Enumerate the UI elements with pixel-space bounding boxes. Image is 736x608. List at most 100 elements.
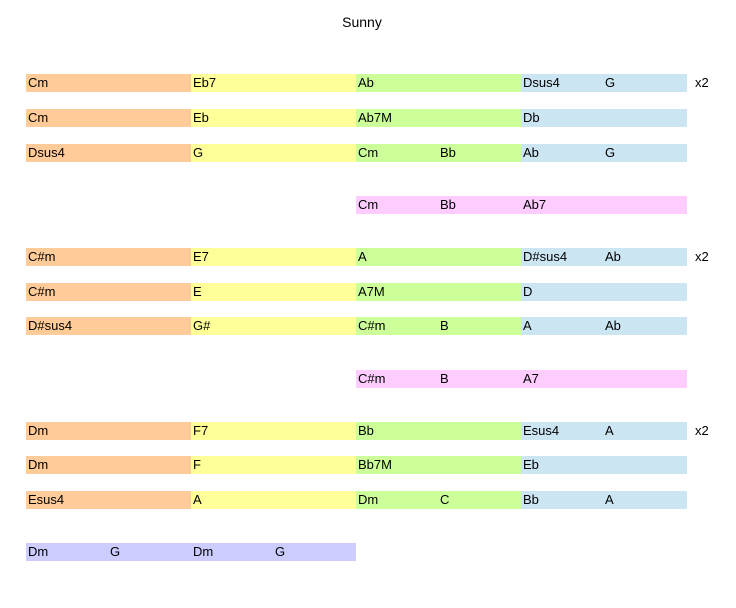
chord: Bb [440, 197, 456, 212]
bar-cell: A [191, 491, 356, 509]
bar-cell: Cm [26, 109, 191, 127]
chord: Dm [28, 544, 49, 559]
chord: G# [193, 318, 211, 333]
bar-cell: Esus4 A [521, 422, 687, 440]
chord: Bb [358, 423, 374, 438]
chord: F [193, 457, 201, 472]
chord: B [440, 371, 449, 386]
bar-cell: A7M [356, 283, 521, 301]
bar-cell: Dm [26, 422, 191, 440]
chord: D#sus4 [28, 318, 73, 333]
bar-cell: F [191, 456, 356, 474]
chord: Eb [523, 457, 539, 472]
bar-cell: Eb [191, 109, 356, 127]
bar-cell: E7 [191, 248, 356, 266]
chord-row: D#sus4 G# C#m B A Ab [26, 317, 687, 335]
bar-cell: C#m [26, 283, 191, 301]
bar-cell: Dm C [356, 491, 521, 509]
chord: C#m [358, 318, 386, 333]
bar-cell: Db [521, 109, 687, 127]
chord-row: Dm F Bb7M Eb [26, 456, 687, 474]
chord: G [275, 544, 286, 559]
chord-row: Dsus4 G Cm Bb Ab G [26, 144, 687, 162]
chord: Dm [193, 544, 214, 559]
chord: F7 [193, 423, 209, 438]
alt-ending-bar: C#m B A7 [356, 370, 687, 388]
chord: G [193, 145, 204, 160]
alt-ending-bar: Cm Bb Ab7 [356, 196, 687, 214]
chord: Ab [523, 145, 539, 160]
bar-cell: D#sus4 Ab [521, 248, 687, 266]
chord: G [110, 544, 121, 559]
chord: C [440, 492, 450, 507]
chord: Ab [358, 75, 374, 90]
chord: Cm [358, 197, 379, 212]
chord: A [605, 423, 614, 438]
bar-cell: Ab7M [356, 109, 521, 127]
chord: Dm [28, 457, 49, 472]
chord: A [193, 492, 202, 507]
bar-cell: Bb7M [356, 456, 521, 474]
chord-row: C#m E A7M D [26, 283, 687, 301]
bar-cell: C#m [26, 248, 191, 266]
bar-cell: Esus4 [26, 491, 191, 509]
chord: Ab7 [523, 197, 547, 212]
bar-cell: C#m B [356, 317, 521, 335]
chord: Dsus4 [28, 145, 65, 160]
chord: C#m [28, 284, 56, 299]
repeat-label: x2 [695, 249, 709, 264]
chord: Eb7 [193, 75, 217, 90]
bar-cell: E [191, 283, 356, 301]
chord: Ab [605, 318, 621, 333]
chord: A [605, 492, 614, 507]
bar-cell: G# [191, 317, 356, 335]
chord-row: Dm F7 Bb Esus4 A [26, 422, 687, 440]
bar-cell: Dsus4 G [521, 74, 687, 92]
bar-cell: Dsus4 [26, 144, 191, 162]
bar-cell: Eb7 [191, 74, 356, 92]
chord: G [605, 75, 616, 90]
chord: Db [523, 110, 540, 125]
bar-cell: A Ab [521, 317, 687, 335]
chord: Cm [28, 75, 49, 90]
chord-row: Cm Eb7 Ab Dsus4 G [26, 74, 687, 92]
coda-bar: Dm G Dm G [26, 543, 356, 561]
chord-row: Esus4 A Dm C Bb A [26, 491, 687, 509]
chord: A [523, 318, 532, 333]
chord: C#m [28, 249, 56, 264]
bar-cell: Bb [356, 422, 521, 440]
chord: D#sus4 [523, 249, 568, 264]
chord: D [523, 284, 533, 299]
coda-row: Dm G Dm G [26, 543, 687, 561]
chord: Ab [605, 249, 621, 264]
chord: Ab7M [358, 110, 392, 125]
chord: Bb7M [358, 457, 392, 472]
chord: E7 [193, 249, 209, 264]
chord: A7M [358, 284, 385, 299]
bar-cell: Ab G [521, 144, 687, 162]
chord: Cm [358, 145, 379, 160]
bar-cell: Bb A [521, 491, 687, 509]
chord: Dsus4 [523, 75, 560, 90]
chord: E [193, 284, 202, 299]
alt-ending-row: C#m B A7 [26, 370, 687, 388]
song-title: Sunny [342, 14, 382, 30]
bar-cell: D [521, 283, 687, 301]
bar-cell: Dm [26, 456, 191, 474]
bar-cell: F7 [191, 422, 356, 440]
chord: C#m [358, 371, 386, 386]
bar-cell: Eb [521, 456, 687, 474]
chord: Bb [440, 145, 456, 160]
chord: Cm [28, 110, 49, 125]
chord: Eb [193, 110, 209, 125]
chord: A [358, 249, 367, 264]
chord: Dm [358, 492, 379, 507]
bar-cell: G [191, 144, 356, 162]
repeat-label: x2 [695, 75, 709, 90]
chord: Esus4 [523, 423, 560, 438]
bar-cell: Ab [356, 74, 521, 92]
chord: Dm [28, 423, 49, 438]
bar-cell: A [356, 248, 521, 266]
bar-cell: Cm Bb [356, 144, 521, 162]
chord-row: Cm Eb Ab7M Db [26, 109, 687, 127]
